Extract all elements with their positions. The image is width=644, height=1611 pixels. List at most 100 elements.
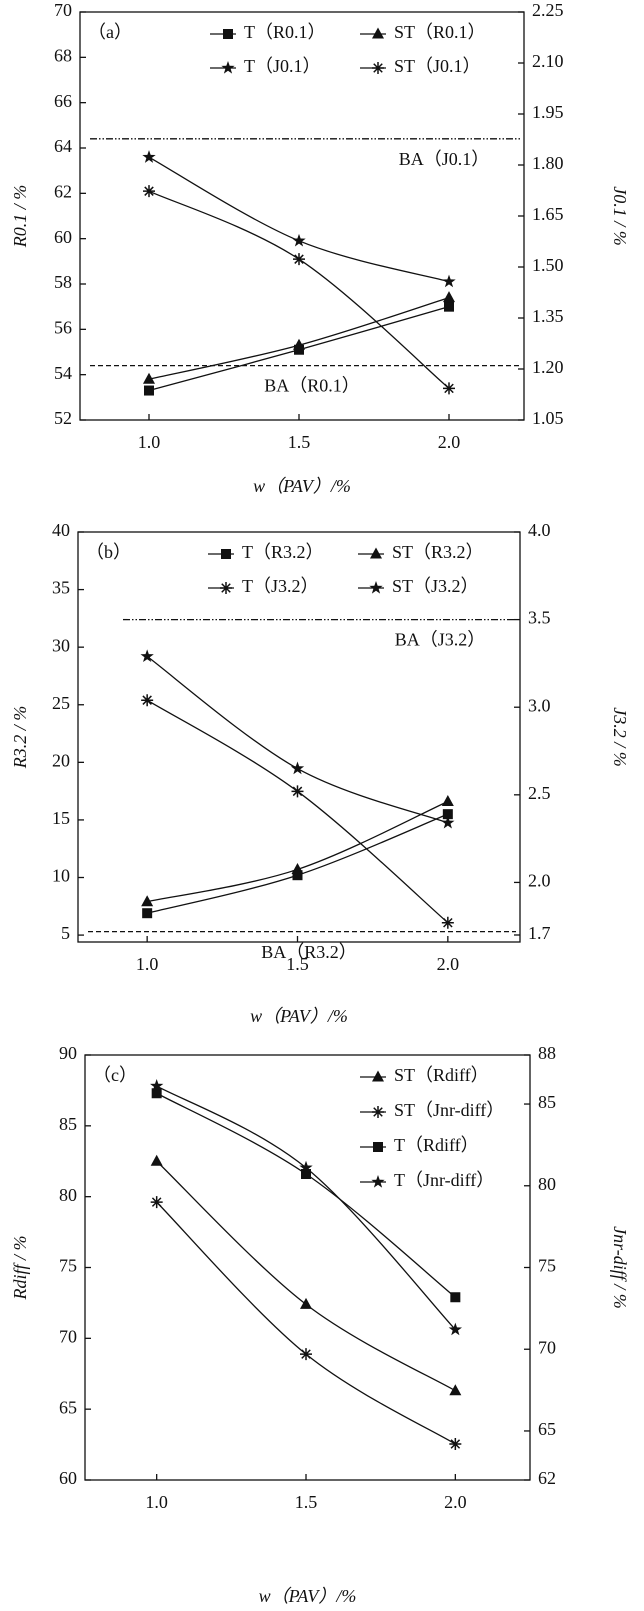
plot-frame: [77, 531, 521, 943]
marker-star: [140, 649, 154, 663]
marker-asterisk: [141, 694, 154, 707]
series-line: [156, 1092, 456, 1298]
y-tick-label: 90: [59, 1043, 77, 1063]
marker-asterisk: [291, 785, 304, 798]
y2-tick-label: 1.50: [532, 255, 564, 275]
marker-star: [441, 815, 455, 829]
y-axis-title: R3.2 / %: [10, 706, 30, 770]
legend-label: T（Jnr-diff）: [394, 1170, 494, 1190]
y-tick-label: 60: [54, 227, 72, 247]
marker-square: [144, 385, 154, 396]
marker-triangle: [300, 1297, 313, 1309]
x-tick-label: 2.0: [444, 1492, 467, 1512]
marker-square: [151, 1088, 162, 1099]
panel-label: （c）: [93, 1065, 137, 1085]
legend-label: ST（Jnr-diff）: [394, 1100, 504, 1120]
y2-tick-label: 1.05: [532, 408, 564, 428]
y-tick-label: 20: [52, 750, 70, 770]
marker-triangle: [449, 1384, 462, 1396]
marker-square: [301, 1169, 312, 1179]
y-tick-label: 54: [54, 363, 72, 383]
y-tick-label: 80: [59, 1185, 77, 1205]
legend-marker: [223, 29, 233, 39]
marker-star: [299, 1160, 313, 1174]
legend-marker: [221, 549, 231, 559]
marker-square: [450, 1292, 461, 1303]
marker-star: [442, 274, 456, 288]
x-tick-label: 2.0: [437, 954, 460, 974]
y2-tick-label: 75: [538, 1256, 556, 1276]
x-tick-label: 1.0: [138, 432, 161, 452]
y-tick-label: 35: [52, 578, 70, 598]
series-line: [156, 1201, 456, 1445]
marker-asterisk: [150, 1196, 163, 1209]
panel-label: （b）: [86, 542, 131, 562]
panel-label: （a）: [88, 22, 132, 42]
y2-axis-title: J3.2 / %: [610, 707, 630, 766]
legend-marker: [370, 547, 382, 559]
legend-marker: [371, 1175, 385, 1188]
y-axis-title: Rdiff / %: [10, 1236, 30, 1301]
y2-tick-label: 1.65: [532, 204, 564, 224]
marker-square: [292, 870, 303, 881]
y-tick-label: 30: [52, 635, 70, 655]
y2-tick-label: 62: [538, 1468, 556, 1488]
y-tick-label: 70: [59, 1326, 77, 1346]
marker-triangle: [291, 862, 304, 874]
legend-label: T（J0.1）: [244, 56, 321, 76]
legend-marker: [372, 1070, 384, 1082]
x-tick-label: 1.5: [286, 954, 309, 974]
y-tick-label: 60: [59, 1468, 77, 1488]
legend-label: ST（R3.2）: [392, 542, 484, 562]
marker-triangle: [443, 291, 455, 303]
marker-asterisk: [300, 1348, 313, 1361]
y2-tick-label: 70: [538, 1337, 556, 1357]
legend-marker: [372, 1106, 384, 1118]
y-tick-label: 52: [54, 408, 72, 428]
y-tick-label: 62: [54, 181, 72, 201]
y2-tick-label: 1.7: [528, 923, 551, 943]
y2-tick-label: 1.35: [532, 306, 564, 326]
y2-tick-label: 1.95: [532, 102, 564, 122]
marker-triangle: [143, 372, 155, 384]
y-tick-label: 65: [59, 1397, 77, 1417]
reference-label: BA（J0.1）: [399, 149, 490, 169]
marker-triangle: [293, 338, 305, 350]
legend-marker: [372, 62, 384, 74]
y-tick-label: 75: [59, 1256, 77, 1276]
series-line: [147, 800, 449, 903]
y2-tick-label: 2.0: [528, 871, 551, 891]
y-tick-label: 64: [54, 136, 72, 156]
y-tick-label: 10: [52, 866, 70, 886]
y2-tick-label: 88: [538, 1043, 556, 1063]
series-line: [148, 296, 450, 380]
y-tick-label: 85: [59, 1114, 77, 1134]
y2-tick-label: 2.10: [532, 51, 564, 71]
y2-tick-label: 2.25: [532, 0, 564, 20]
reference-label: BA（R3.2）: [261, 942, 357, 962]
marker-asterisk: [449, 1438, 462, 1451]
reference-label: BA（J3.2）: [395, 630, 486, 650]
marker-star: [290, 761, 305, 775]
series-line: [146, 699, 449, 924]
marker-star: [142, 150, 156, 163]
y-tick-label: 68: [54, 45, 72, 65]
marker-triangle: [141, 895, 154, 907]
y-tick-label: 70: [54, 0, 72, 20]
marker-square: [442, 809, 453, 820]
marker-star: [150, 1079, 164, 1092]
legend-label: ST（J3.2）: [392, 576, 479, 596]
y-tick-label: 5: [61, 923, 70, 943]
y2-tick-label: 3.5: [528, 608, 551, 628]
y2-tick-label: 80: [538, 1174, 556, 1194]
y2-tick-label: 65: [538, 1419, 556, 1439]
y2-axis-title: Jnr-diff / %: [610, 1226, 630, 1309]
reference-label: BA（R0.1）: [264, 376, 360, 396]
marker-asterisk: [441, 916, 454, 929]
marker-square: [142, 908, 153, 919]
y2-tick-label: 85: [538, 1092, 556, 1112]
y-tick-label: 56: [54, 317, 72, 337]
marker-star: [292, 233, 306, 247]
y-tick-label: 25: [52, 693, 70, 713]
